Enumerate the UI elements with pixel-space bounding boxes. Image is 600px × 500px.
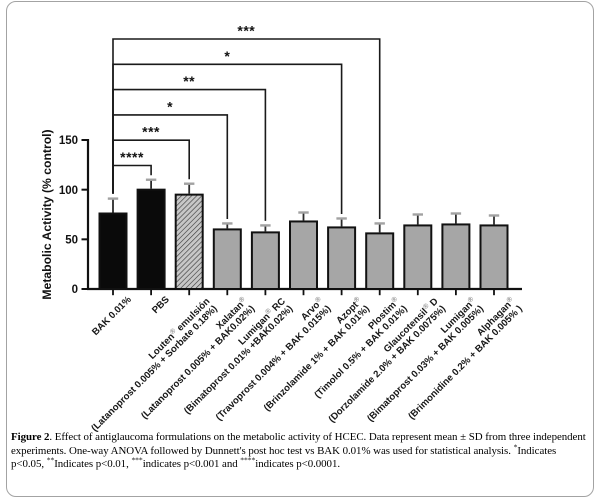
- significance-asterisks: ***: [142, 124, 160, 140]
- significance-asterisks: *: [224, 48, 230, 64]
- significance-bracket: [112, 38, 381, 219]
- bar: [250, 231, 280, 291]
- bar: [327, 226, 357, 290]
- caption-sig4-text: indicates p<0.0001.: [255, 458, 341, 471]
- figure-caption: Figure 2. Effect of antiglaucoma formula…: [11, 431, 589, 472]
- bar: [479, 224, 509, 290]
- caption-sig3-text: indicates p<0.001 and: [142, 458, 241, 471]
- bar: [212, 228, 242, 290]
- y-tick-label: 100: [59, 185, 78, 197]
- caption-sig2-text: Indicates p<0.01,: [54, 458, 132, 471]
- y-axis-title: Metabolic Activity (% control): [40, 129, 54, 299]
- y-tick-label: 150: [59, 135, 78, 147]
- bar: [136, 188, 166, 291]
- caption-sig3-asterisks: ***: [131, 455, 143, 465]
- significance-asterisks: ****: [120, 149, 144, 165]
- caption-sig1-text: Indicates p<0.05,: [11, 444, 557, 471]
- y-tick-label: 50: [65, 234, 78, 246]
- significance-asterisks: **: [183, 73, 195, 89]
- bar: [441, 223, 471, 290]
- bar: [98, 212, 128, 290]
- bar: [174, 193, 204, 290]
- bar: [403, 224, 433, 290]
- caption-sig4-asterisks: ****: [240, 455, 256, 465]
- bar: [365, 232, 395, 291]
- bar-chart: 0 50 100 150 Metabolic Activity (% control) *…: [40, 23, 524, 435]
- significance-asterisks: *: [167, 98, 173, 114]
- caption-text: . Effect of antiglaucoma formulations on…: [11, 431, 586, 457]
- y-tick-label: 0: [72, 284, 78, 296]
- caption-sig1-asterisks: *: [513, 442, 518, 451]
- significance-bracket: [112, 114, 229, 219]
- caption-sig2-asterisks: **: [46, 455, 55, 465]
- significance-asterisks: ***: [237, 23, 255, 39]
- chart-canvas: 0 50 100 150 Metabolic Activity (% control) *…: [40, 23, 522, 300]
- bar: [289, 220, 318, 291]
- figure-number-label: Figure 2: [11, 431, 50, 443]
